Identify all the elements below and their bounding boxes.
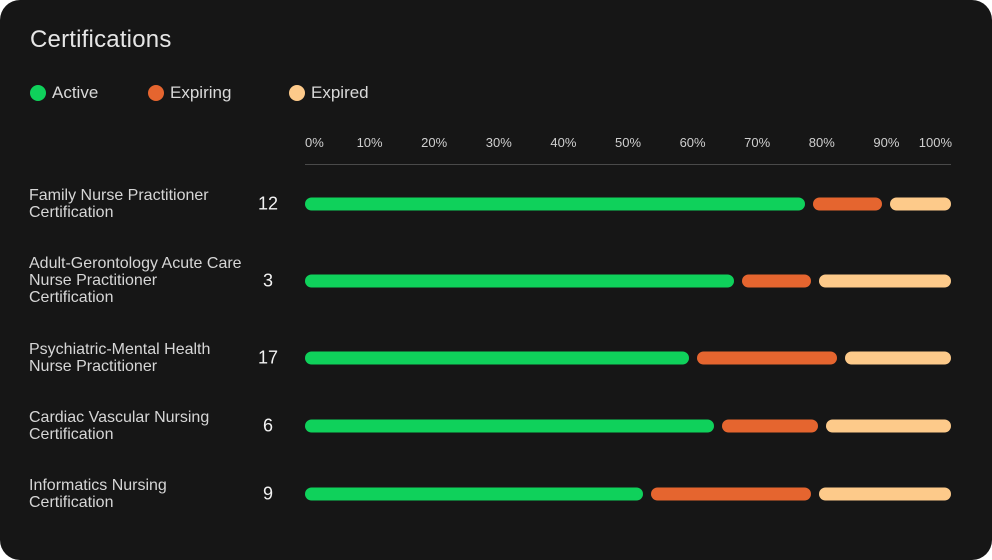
x-tick-label: 100% [918,135,952,150]
category-count: 12 [257,193,279,214]
legend-item-expiring[interactable]: Expiring [148,82,231,104]
category-count: 6 [262,415,273,436]
legend-dot-expired [289,85,305,101]
x-tick-label: 0% [305,135,324,150]
x-tick-label: 50% [614,135,642,150]
category-label: Cardiac Vascular Nursing Certification [29,409,210,443]
x-axis-line [305,164,951,165]
category-count: 17 [257,347,279,368]
legend-label-expiring: Expiring [170,83,232,102]
x-tick-label: 90% [873,135,900,150]
bar-active[interactable] [305,197,805,211]
legend-item-expired[interactable]: Expired [289,82,369,104]
bar-expired[interactable] [845,351,951,365]
bar-expired[interactable] [825,419,951,433]
x-tick-label: 60% [679,135,706,150]
legend-dot-expiring [148,85,164,101]
bar-expiring[interactable] [651,487,812,501]
bar-expired[interactable] [819,487,951,501]
legend-label-expired: Expired [311,83,369,102]
chart-area: 0% 10% 20% 30% 40% 50% 60% 70% 80% 90% 100% Family … [29,135,952,511]
legend-dot-active [30,85,46,101]
x-tick-label: 10% [356,135,383,150]
bar-active[interactable] [305,487,644,501]
bar-active[interactable] [305,419,715,433]
bar-expiring[interactable] [696,351,838,365]
x-tick-label: 40% [550,135,577,150]
bar-active[interactable] [305,274,734,288]
bar-expiring[interactable] [741,274,812,288]
legend-item-active[interactable]: Active [30,82,98,104]
chart-title: Certifications [30,26,172,53]
x-tick-label: 70% [744,135,771,150]
x-tick-label: 20% [421,135,448,150]
category-count: 3 [262,270,273,291]
x-tick-label: 80% [808,135,835,150]
category-label: Family Nurse Practitioner Certification [29,187,209,221]
bar-active[interactable] [305,351,689,365]
bar-expired[interactable] [890,197,951,211]
category-count: 9 [262,483,273,504]
category-label: Adult-Gerontology Acute Care Nurse Pract… [29,255,242,306]
bar-expiring[interactable] [812,197,883,211]
category-label: Psychiatric-Mental Health Nurse Practiti… [29,341,211,375]
category-label: Informatics Nursing Certification [29,477,167,511]
x-tick-label: 30% [485,135,512,150]
legend-label-active: Active [52,83,99,102]
bar-expired[interactable] [819,274,951,288]
bar-expiring[interactable] [722,419,818,433]
